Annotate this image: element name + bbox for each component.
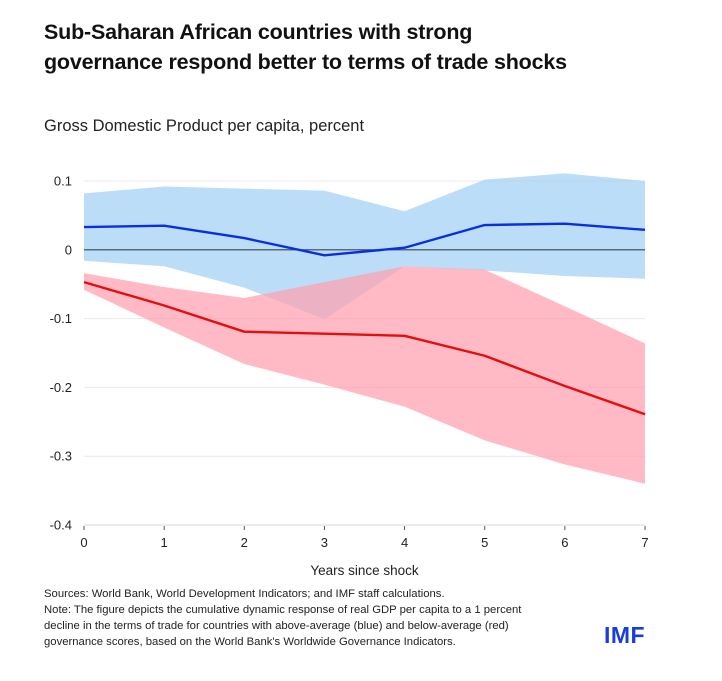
x-tick-label: 0 — [80, 535, 87, 550]
note-text-line-1: Note: The figure depicts the cumulative … — [44, 604, 522, 616]
x-tick-label: 3 — [321, 535, 328, 550]
y-tick-label: -0.2 — [50, 380, 72, 395]
imf-logo: IMF — [604, 622, 646, 648]
blue-confidence-band — [84, 173, 645, 320]
note-text-line-3: governance scores, based on the World Ba… — [44, 636, 456, 648]
chart-title-line-2: governance respond better to terms of tr… — [44, 50, 567, 74]
note-text-line-2: decline in the terms of trade for countr… — [44, 620, 509, 632]
y-tick-label: 0.1 — [54, 174, 72, 189]
x-tick-label: 6 — [561, 535, 568, 550]
chart-title-line-1: Sub-Saharan African countries with stron… — [44, 20, 473, 44]
confidence-bands — [84, 173, 645, 484]
chart-notes: Sources: World Bank, World Development I… — [44, 586, 604, 650]
x-tick-label: 5 — [481, 535, 488, 550]
x-tick-label: 4 — [401, 535, 408, 550]
x-axis-title: Years since shock — [310, 563, 419, 578]
y-tick-label: -0.4 — [50, 518, 72, 533]
x-tick-label: 2 — [241, 535, 248, 550]
sources-text: Sources: World Bank, World Development I… — [44, 588, 445, 600]
blue-series-line — [83, 222, 646, 257]
axes: 0.1 0 -0.1 -0.2 -0.3 -0.4 0 1 2 3 4 5 6 7 — [50, 174, 649, 551]
red-series-line — [83, 280, 646, 416]
x-tick-label: 7 — [641, 535, 648, 550]
y-tick-label: -0.1 — [50, 311, 72, 326]
x-tick-label: 1 — [161, 535, 168, 550]
chart-title: Sub-Saharan African countries with stron… — [44, 17, 704, 77]
y-tick-label: 0 — [65, 242, 72, 257]
y-tick-label: -0.3 — [50, 449, 72, 464]
red-confidence-band — [84, 266, 645, 484]
series-lines — [83, 222, 646, 416]
chart-subtitle: Gross Domestic Product per capita, perce… — [44, 117, 365, 135]
